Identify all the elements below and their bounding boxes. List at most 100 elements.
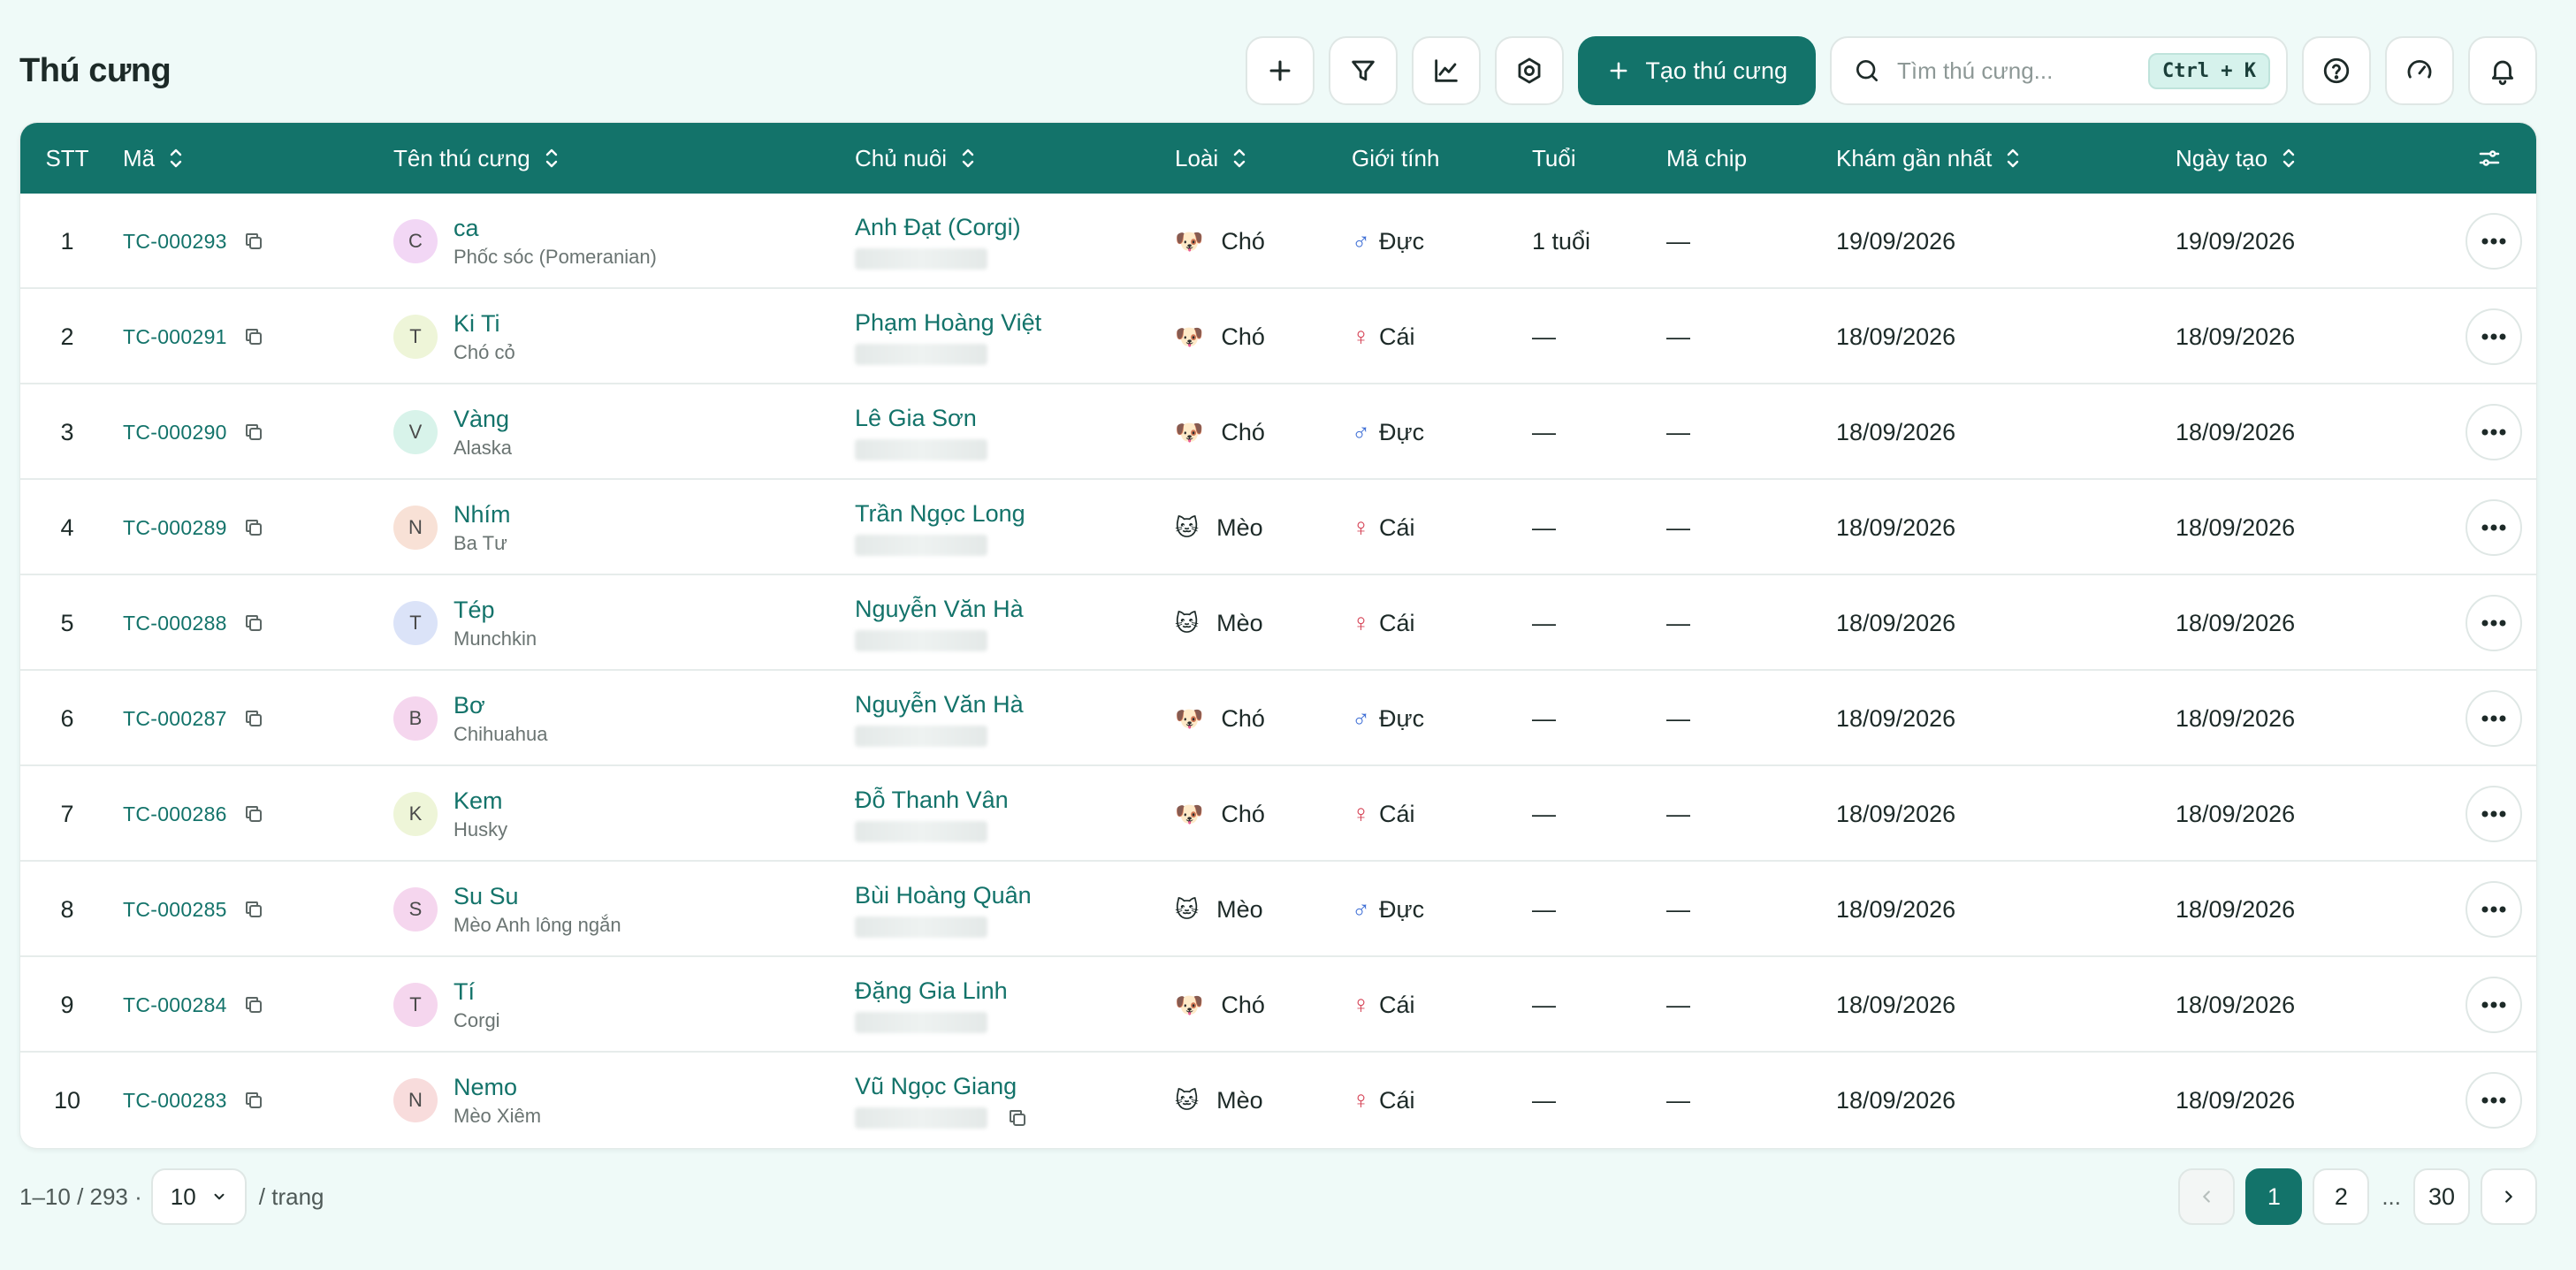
copy-icon[interactable] <box>243 231 264 252</box>
prev-page-button[interactable] <box>2178 1168 2236 1225</box>
more-horizontal-icon <box>2481 238 2506 245</box>
page-button-last[interactable]: 30 <box>2413 1168 2470 1225</box>
pet-code-link[interactable]: TC-000291 <box>123 324 227 348</box>
column-header-created[interactable]: Ngày tạo <box>2176 123 2298 194</box>
pet-breed: Alaska <box>453 436 513 459</box>
pet-code-link[interactable]: TC-000293 <box>123 229 227 253</box>
owner-name-link[interactable]: Nguyễn Văn Hà <box>855 690 1024 718</box>
notifications-button[interactable] <box>2468 36 2537 105</box>
row-more-button[interactable] <box>2465 786 2522 842</box>
table-row[interactable]: 9 TC-000284 T Tí Corgi Đặng Gia Linh 🐶 C… <box>20 957 2536 1053</box>
copy-icon[interactable] <box>243 708 264 729</box>
owner-name-link[interactable]: Lê Gia Sơn <box>855 404 977 431</box>
row-more-button[interactable] <box>2465 213 2522 270</box>
copy-icon[interactable] <box>243 899 264 920</box>
sliders-icon <box>2479 150 2500 166</box>
copy-icon[interactable] <box>243 326 264 347</box>
table-row[interactable]: 7 TC-000286 K Kem Husky Đỗ Thanh Vân 🐶 C… <box>20 766 2536 862</box>
pet-name-link[interactable]: Vàng <box>453 405 510 432</box>
search-input[interactable] <box>1897 57 2133 85</box>
pet-name-link[interactable]: Ki Ti <box>453 309 500 337</box>
page-size-select[interactable]: 10 <box>150 1168 247 1225</box>
gender-icon: ♀ <box>1352 609 1370 636</box>
last-exam-cell: 19/09/2026 <box>1836 227 1956 255</box>
pet-name-link[interactable]: ca <box>453 214 479 241</box>
column-header-owner[interactable]: Chủ nuôi <box>855 123 977 194</box>
filter-button[interactable] <box>1329 36 1399 105</box>
pet-code-link[interactable]: TC-000289 <box>123 515 227 539</box>
pet-name-link[interactable]: Kem <box>453 787 503 814</box>
row-more-button[interactable] <box>2465 881 2522 938</box>
row-more-button[interactable] <box>2465 595 2522 651</box>
create-pet-button[interactable]: Tạo thú cưng <box>1578 36 1816 105</box>
owner-name-link[interactable]: Đặng Gia Linh <box>855 977 1008 1004</box>
table-row[interactable]: 10 TC-000283 N Nemo Mèo Xiêm Vũ Ngọc Gia… <box>20 1053 2536 1148</box>
pet-code-link[interactable]: TC-000290 <box>123 420 227 444</box>
statistics-button[interactable] <box>1412 36 1482 105</box>
page-button-1[interactable]: 1 <box>2245 1168 2303 1225</box>
table-row[interactable]: 6 TC-000287 B Bơ Chihuahua Nguyễn Văn Hà… <box>20 671 2536 766</box>
pager: 1 2 ... 30 <box>2178 1168 2537 1225</box>
row-more-button[interactable] <box>2465 499 2522 556</box>
pet-name-link[interactable]: Bơ <box>453 691 485 719</box>
table-row[interactable]: 2 TC-000291 T Ki Ti Chó cỏ Phạm Hoàng Vi… <box>20 289 2536 384</box>
table-row[interactable]: 8 TC-000285 S Su Su Mèo Anh lông ngắn Bù… <box>20 862 2536 957</box>
row-more-button[interactable] <box>2465 308 2522 365</box>
pet-code-link[interactable]: TC-000288 <box>123 611 227 635</box>
search-icon <box>1856 60 1878 81</box>
pet-code-link[interactable]: TC-000283 <box>123 1088 227 1112</box>
pagination-ellipsis: ... <box>2382 1183 2401 1210</box>
copy-icon[interactable] <box>243 612 264 634</box>
row-actions-cell <box>2465 384 2522 480</box>
copy-icon[interactable] <box>243 422 264 443</box>
page-button-2[interactable]: 2 <box>2313 1168 2370 1225</box>
dashboard-button[interactable] <box>2385 36 2454 105</box>
copy-icon[interactable] <box>243 517 264 538</box>
pet-code-link[interactable]: TC-000284 <box>123 992 227 1016</box>
species-label: Chó <box>1221 323 1265 350</box>
pet-code-link[interactable]: TC-000287 <box>123 706 227 730</box>
column-header-name[interactable]: Tên thú cưng <box>393 123 560 194</box>
table-row[interactable]: 4 TC-000289 N Nhím Ba Tư Trần Ngọc Long … <box>20 480 2536 575</box>
row-more-button[interactable] <box>2465 690 2522 747</box>
table-row[interactable]: 1 TC-000293 C ca Phốc sóc (Pomeranian) A… <box>20 194 2536 289</box>
copy-icon[interactable] <box>243 994 264 1015</box>
species-label: Chó <box>1221 991 1265 1018</box>
pet-name-link[interactable]: Tép <box>453 596 495 623</box>
column-header-species[interactable]: Loài <box>1175 123 1248 194</box>
owner-name-link[interactable]: Nguyễn Văn Hà <box>855 595 1024 622</box>
chart-line-icon <box>1435 59 1459 82</box>
column-header-last-exam[interactable]: Khám gần nhất <box>1836 123 2022 194</box>
owner-name-link[interactable]: Đỗ Thanh Vân <box>855 786 1009 813</box>
search-box[interactable]: Ctrl + K <box>1830 36 2288 105</box>
owner-name-link[interactable]: Bùi Hoàng Quân <box>855 881 1032 909</box>
pet-name-link[interactable]: Su Su <box>453 882 519 909</box>
species-icon: 🐱 <box>1175 1086 1200 1114</box>
pet-code-link[interactable]: TC-000286 <box>123 802 227 825</box>
owner-cell: Phạm Hoàng Việt <box>855 289 1041 384</box>
chevron-right-icon <box>2505 1190 2512 1203</box>
row-more-button[interactable] <box>2465 1072 2522 1129</box>
owner-name-link[interactable]: Anh Đạt (Corgi) <box>855 213 1021 240</box>
column-header-code[interactable]: Mã <box>123 123 185 194</box>
next-page-button[interactable] <box>2481 1168 2537 1225</box>
add-button[interactable] <box>1246 36 1315 105</box>
table-row[interactable]: 3 TC-000290 V Vàng Alaska Lê Gia Sơn 🐶 C… <box>20 384 2536 480</box>
column-settings-button[interactable] <box>2476 123 2503 194</box>
age-cell: 1 tuổi <box>1532 227 1591 255</box>
copy-phone-icon[interactable] <box>1007 1107 1028 1129</box>
owner-name-link[interactable]: Vũ Ngọc Giang <box>855 1072 1017 1099</box>
owner-name-link[interactable]: Phạm Hoàng Việt <box>855 308 1042 336</box>
pet-name-link[interactable]: Nhím <box>453 500 511 528</box>
pet-name-link[interactable]: Tí <box>453 977 475 1005</box>
copy-icon[interactable] <box>243 803 264 825</box>
pet-code-link[interactable]: TC-000285 <box>123 897 227 921</box>
help-button[interactable] <box>2302 36 2371 105</box>
copy-icon[interactable] <box>243 1090 264 1111</box>
table-row[interactable]: 5 TC-000288 T Tép Munchkin Nguyễn Văn Hà… <box>20 575 2536 671</box>
row-more-button[interactable] <box>2465 977 2522 1033</box>
settings-button[interactable] <box>1495 36 1565 105</box>
row-more-button[interactable] <box>2465 404 2522 460</box>
owner-name-link[interactable]: Trần Ngọc Long <box>855 499 1025 527</box>
pet-name-link[interactable]: Nemo <box>453 1073 518 1100</box>
